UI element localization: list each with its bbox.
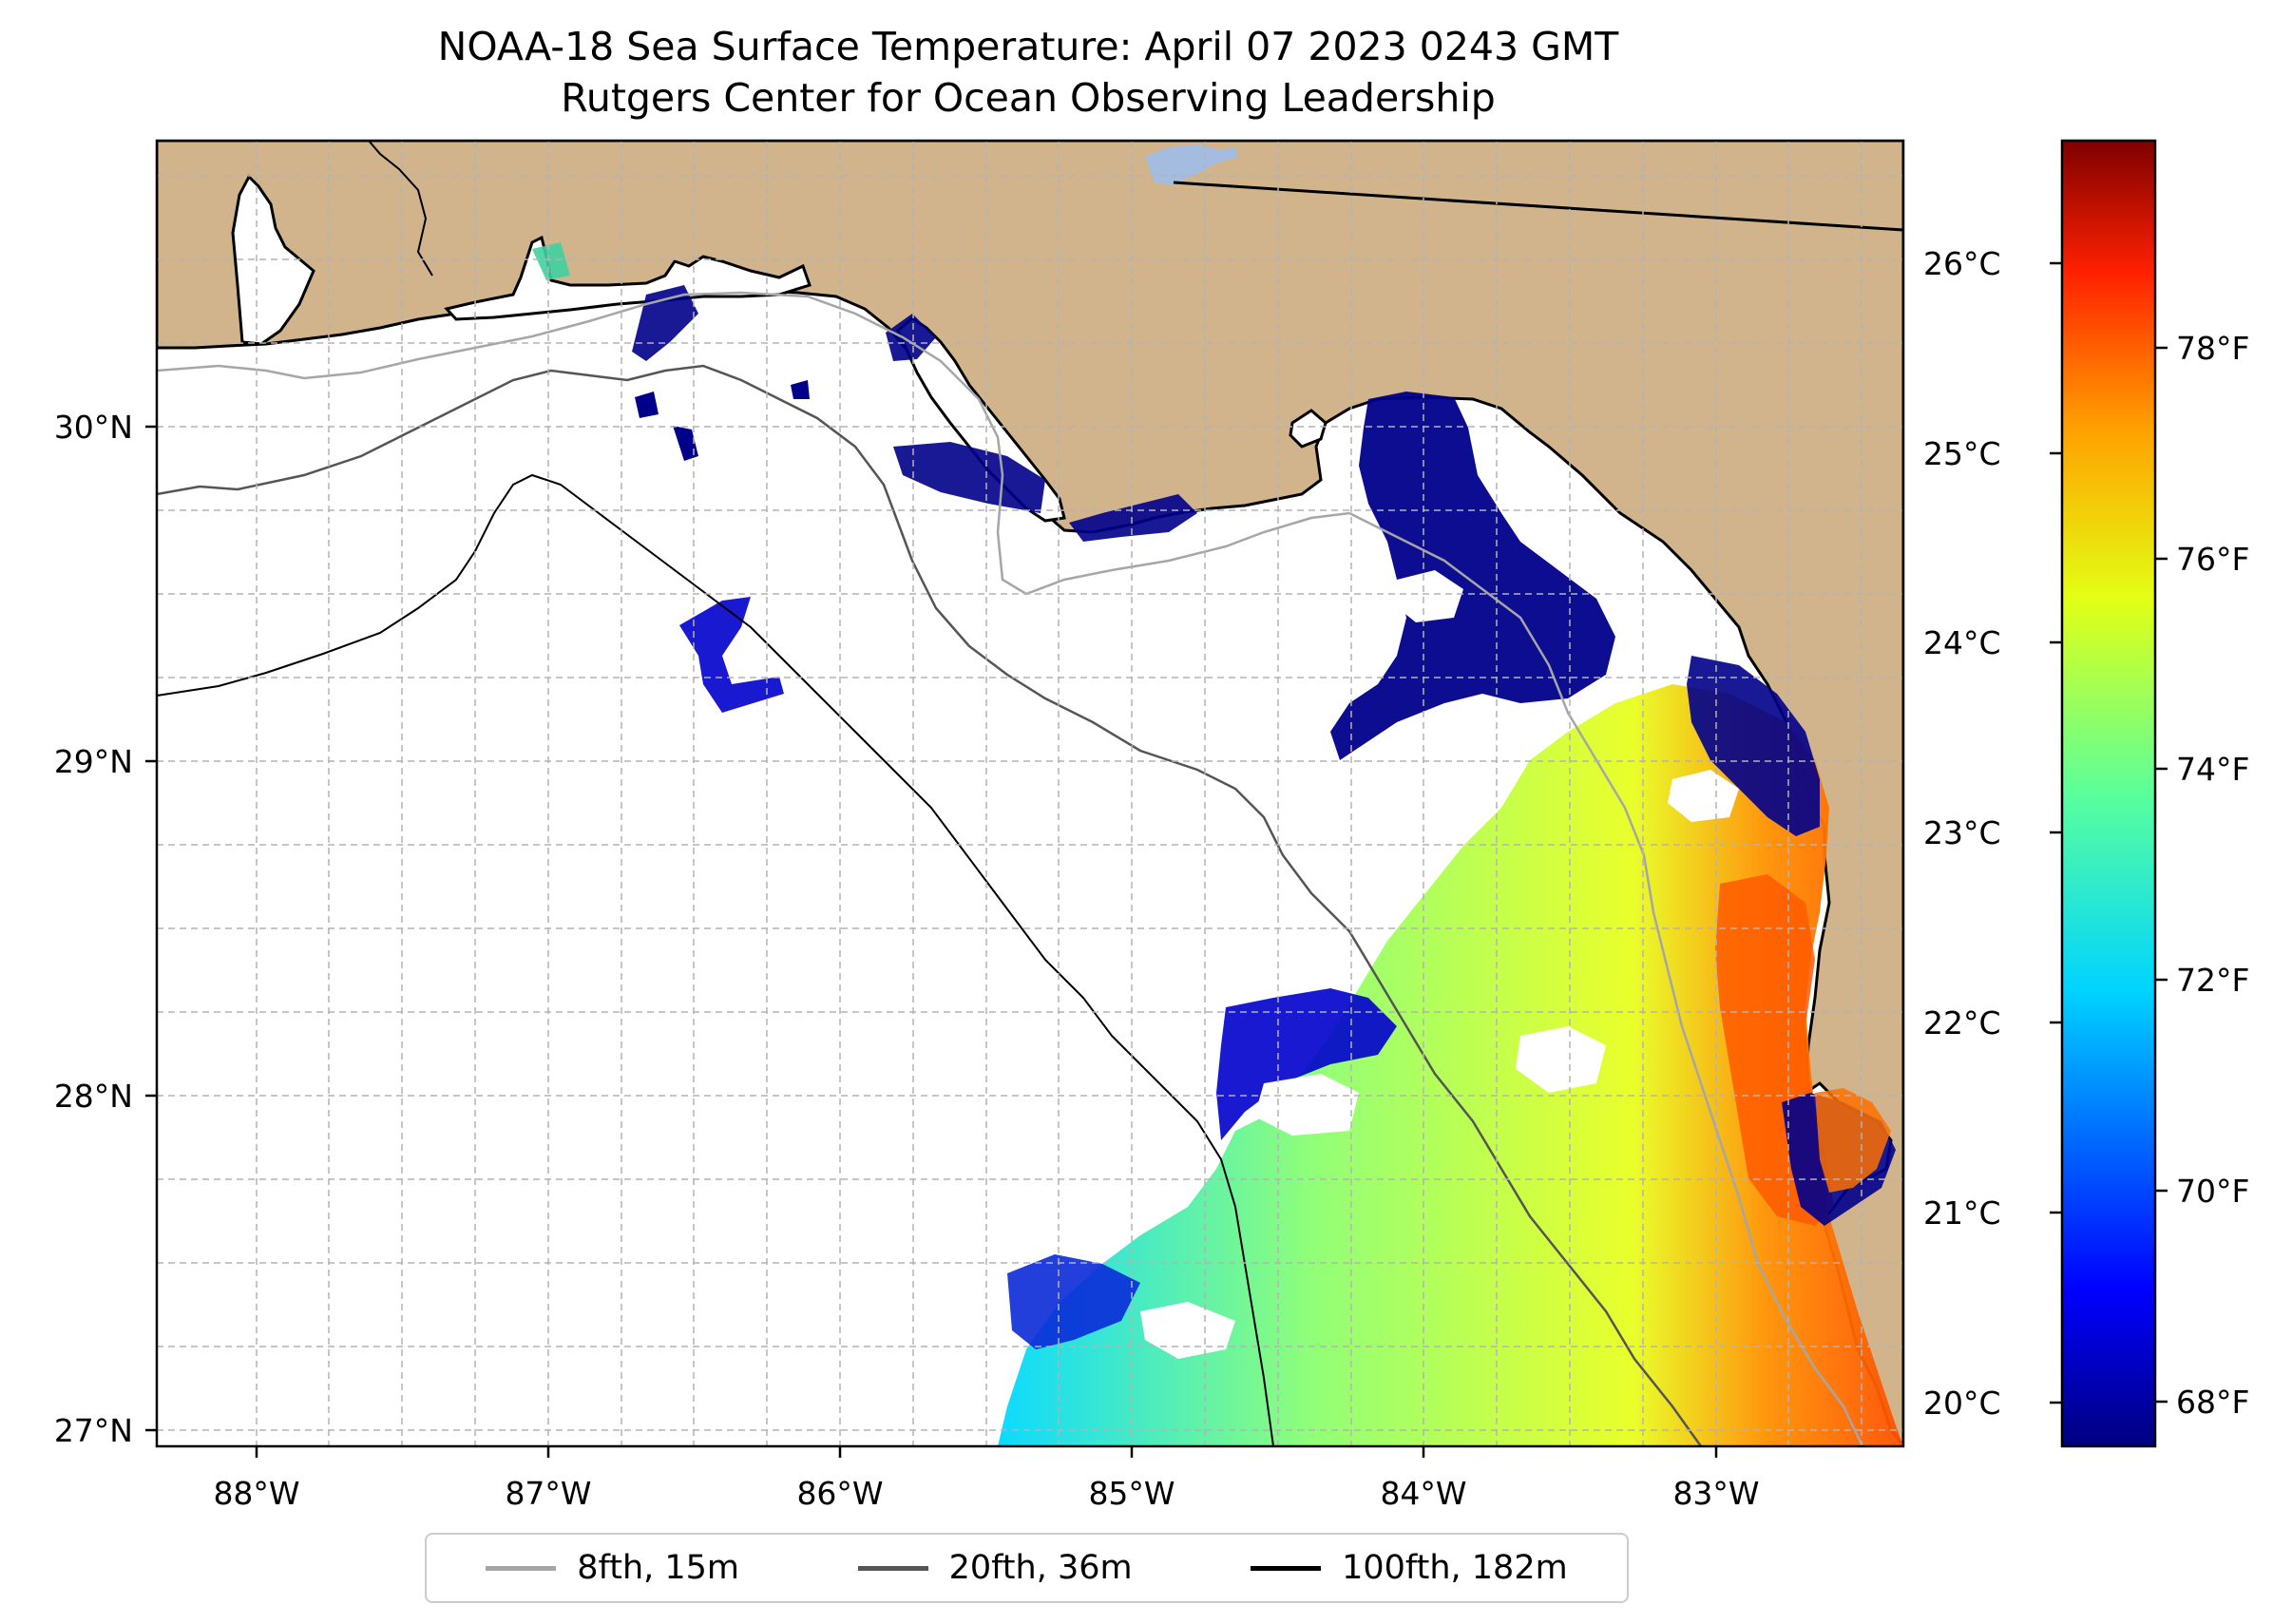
legend-swatch (857, 1565, 928, 1571)
fahrenheit-tick-label: 70°F (2176, 1173, 2249, 1210)
celsius-tick-label: 23°C (1923, 814, 2001, 851)
chart-title: NOAA-18 Sea Surface Temperature: April 0… (437, 24, 1619, 69)
lon-tick-label: 88°W (213, 1475, 299, 1512)
state-border (1173, 181, 1903, 232)
lat-tick-label: 28°N (54, 1078, 133, 1115)
legend-item-20fth: 20fth, 36m (857, 1549, 1133, 1587)
mobile-bay (231, 174, 315, 346)
celsius-tick-label: 22°C (1923, 1004, 2001, 1041)
sst-data (532, 242, 1903, 1446)
lat-tick-label: 27°N (54, 1412, 133, 1449)
al-fl-border (368, 141, 433, 277)
celsius-tick-label: 26°C (1923, 245, 2001, 282)
celsius-tick-label: 25°C (1923, 435, 2001, 472)
lat-tick-label: 30°N (54, 409, 133, 446)
lon-tick-label: 84°W (1380, 1475, 1466, 1512)
legend-item-8fth: 8fth, 15m (486, 1549, 739, 1587)
celsius-tick-label: 20°C (1923, 1385, 2001, 1422)
legend-item-100fth: 100fth, 182m (1251, 1549, 1568, 1587)
lon-tick-label: 83°W (1672, 1475, 1759, 1512)
lake (1145, 144, 1238, 185)
lon-tick-label: 87°W (505, 1475, 591, 1512)
isobath-legend: 8fth, 15m 20fth, 36m 100fth, 182m (425, 1533, 1629, 1603)
lon-tick-label: 85°W (1088, 1475, 1175, 1512)
fahrenheit-tick-label: 68°F (2176, 1384, 2249, 1421)
colorbar-ticks (2050, 261, 2168, 1404)
isobath-20fth (157, 364, 1703, 1446)
legend-label: 20fth, 36m (948, 1549, 1133, 1587)
isobath-8fth (157, 291, 1864, 1446)
legend-swatch (486, 1565, 557, 1571)
map-frame (155, 139, 1905, 1448)
chart-subtitle: Rutgers Center for Ocean Observing Leade… (561, 75, 1496, 121)
fahrenheit-tick-label: 72°F (2176, 962, 2249, 999)
legend-label: 100fth, 182m (1342, 1549, 1568, 1587)
lat-tick-label: 29°N (54, 743, 133, 780)
isobath-100fth (157, 473, 1274, 1446)
axis-ticks (145, 425, 1718, 1458)
legend-swatch (1251, 1565, 1322, 1571)
fahrenheit-tick-label: 76°F (2176, 541, 2249, 578)
colorbar (2060, 139, 2157, 1448)
gridlines (157, 141, 1903, 1446)
map-area (157, 141, 1903, 1446)
celsius-tick-label: 21°C (1923, 1194, 2001, 1232)
fahrenheit-tick-label: 78°F (2176, 330, 2249, 367)
big-bend-inlet (1289, 409, 1327, 449)
fahrenheit-tick-label: 74°F (2176, 751, 2249, 788)
celsius-tick-label: 24°C (1923, 624, 2001, 661)
lon-tick-label: 86°W (796, 1475, 883, 1512)
legend-label: 8fth, 15m (577, 1549, 740, 1587)
